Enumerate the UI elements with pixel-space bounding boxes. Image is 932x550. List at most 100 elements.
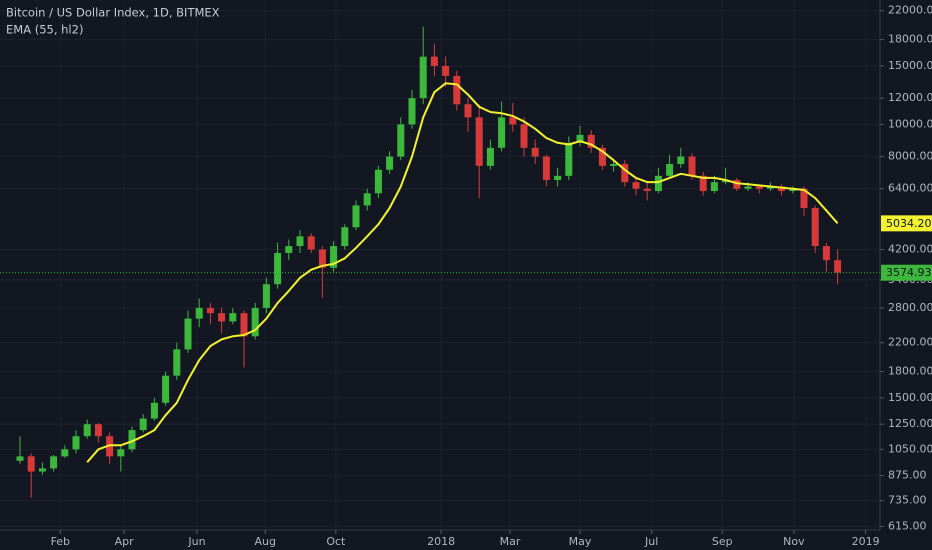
candle-body	[632, 182, 640, 189]
candle-body	[464, 104, 472, 118]
candle-body	[710, 182, 718, 192]
candle-body	[677, 156, 685, 164]
y-tick-label: 12000.00	[888, 91, 932, 104]
candle-body	[206, 307, 214, 314]
last-price-box	[881, 264, 932, 281]
candle-body	[397, 124, 405, 157]
x-tick-label: Aug	[255, 535, 276, 548]
y-tick-label: 10000.00	[888, 117, 932, 130]
candle-body	[408, 98, 416, 125]
candle-body	[94, 424, 102, 437]
candle-body	[733, 179, 741, 189]
last-price-label: 3574.93	[886, 266, 932, 279]
candle-body	[430, 56, 438, 66]
y-tick-label: 615.00	[888, 519, 927, 532]
candle-body	[38, 468, 46, 472]
x-tick-label: Mar	[500, 535, 521, 548]
candle-body	[374, 169, 382, 194]
candle-body	[419, 56, 427, 99]
x-tick-label: Apr	[115, 535, 135, 548]
candle-body	[811, 207, 819, 247]
candle-body	[587, 134, 595, 148]
y-tick-label: 18000.00	[888, 33, 932, 46]
ema-line	[86, 82, 839, 463]
candle-body	[285, 246, 293, 253]
candle-body	[766, 186, 774, 189]
candle-body	[442, 65, 450, 76]
y-tick-label: 1500.00	[888, 391, 932, 404]
x-tick-label: May	[569, 535, 592, 548]
candle-body	[195, 307, 203, 319]
y-tick-label: 2200.00	[888, 336, 932, 349]
x-tick-label: Sep	[712, 535, 733, 548]
plot-area	[0, 26, 880, 498]
candle-body	[789, 188, 797, 192]
candle-body	[475, 117, 483, 166]
candle-body	[822, 246, 830, 261]
candle-body	[117, 449, 125, 457]
candle-body	[330, 246, 338, 268]
axes: 615.00 735.00 875.00 1050.00 1250.00 1500.00 1…	[51, 4, 932, 548]
candle-body	[688, 156, 696, 176]
y-tick-label: 4200.00	[888, 242, 932, 255]
y-tick-label: 1250.00	[888, 417, 932, 430]
candle-body	[643, 188, 651, 192]
candle-body	[352, 205, 360, 228]
grid	[0, 0, 880, 530]
candle-body	[61, 449, 69, 457]
candle-body	[509, 117, 517, 125]
candle-body	[800, 188, 808, 208]
legend-series: Bitcoin / US Dollar Index, 1D, BITMEX	[6, 6, 220, 20]
x-tick-label: Feb	[51, 535, 70, 548]
candle-body	[744, 186, 752, 189]
y-tick-label: 1800.00	[888, 365, 932, 378]
candle-body	[386, 156, 394, 170]
candle-body	[621, 163, 629, 183]
candle-body	[173, 349, 181, 376]
ema-value-label: 5034.20	[886, 217, 932, 230]
candle-body	[240, 313, 248, 337]
candle-body	[778, 186, 786, 192]
x-tick-label: Nov	[783, 535, 805, 548]
candle-body	[363, 193, 371, 206]
candle-body	[755, 186, 763, 189]
candle-body	[139, 418, 147, 431]
candle-body	[262, 284, 270, 308]
candle-body	[498, 117, 506, 148]
y-tick-label: 6400.00	[888, 182, 932, 195]
y-tick-label: 2800.00	[888, 301, 932, 314]
candle-body	[229, 313, 237, 322]
candle-body	[554, 175, 562, 180]
candle-body	[296, 236, 304, 247]
candle-body	[128, 430, 136, 450]
y-tick-label: 15000.00	[888, 59, 932, 72]
candle-body	[318, 249, 326, 268]
candle-body	[834, 260, 842, 273]
x-tick-label: 2018	[427, 535, 455, 548]
candle-body	[542, 156, 550, 180]
y-tick-label: 8000.00	[888, 150, 932, 163]
x-tick-label: 2019	[852, 535, 880, 548]
y-tick-label: 735.00	[888, 494, 927, 507]
candle-body	[307, 236, 315, 250]
candle-body	[50, 456, 58, 469]
y-tick-label: 1050.00	[888, 442, 932, 455]
candle-body	[520, 124, 528, 148]
candle-body	[218, 313, 226, 322]
x-tick-label: Oct	[326, 535, 346, 548]
candle-body	[666, 163, 674, 176]
candle-body	[72, 436, 80, 450]
candle-body	[453, 75, 461, 105]
candle-body	[722, 179, 730, 183]
candle-body	[565, 142, 573, 176]
candle-body	[531, 147, 539, 157]
candle-body	[610, 163, 618, 166]
candle-body	[654, 175, 662, 192]
candle-body	[162, 375, 170, 403]
y-tick-label: 875.00	[888, 469, 927, 482]
candle-body	[598, 147, 606, 166]
candle-body	[576, 134, 584, 143]
candle-body	[486, 147, 494, 166]
